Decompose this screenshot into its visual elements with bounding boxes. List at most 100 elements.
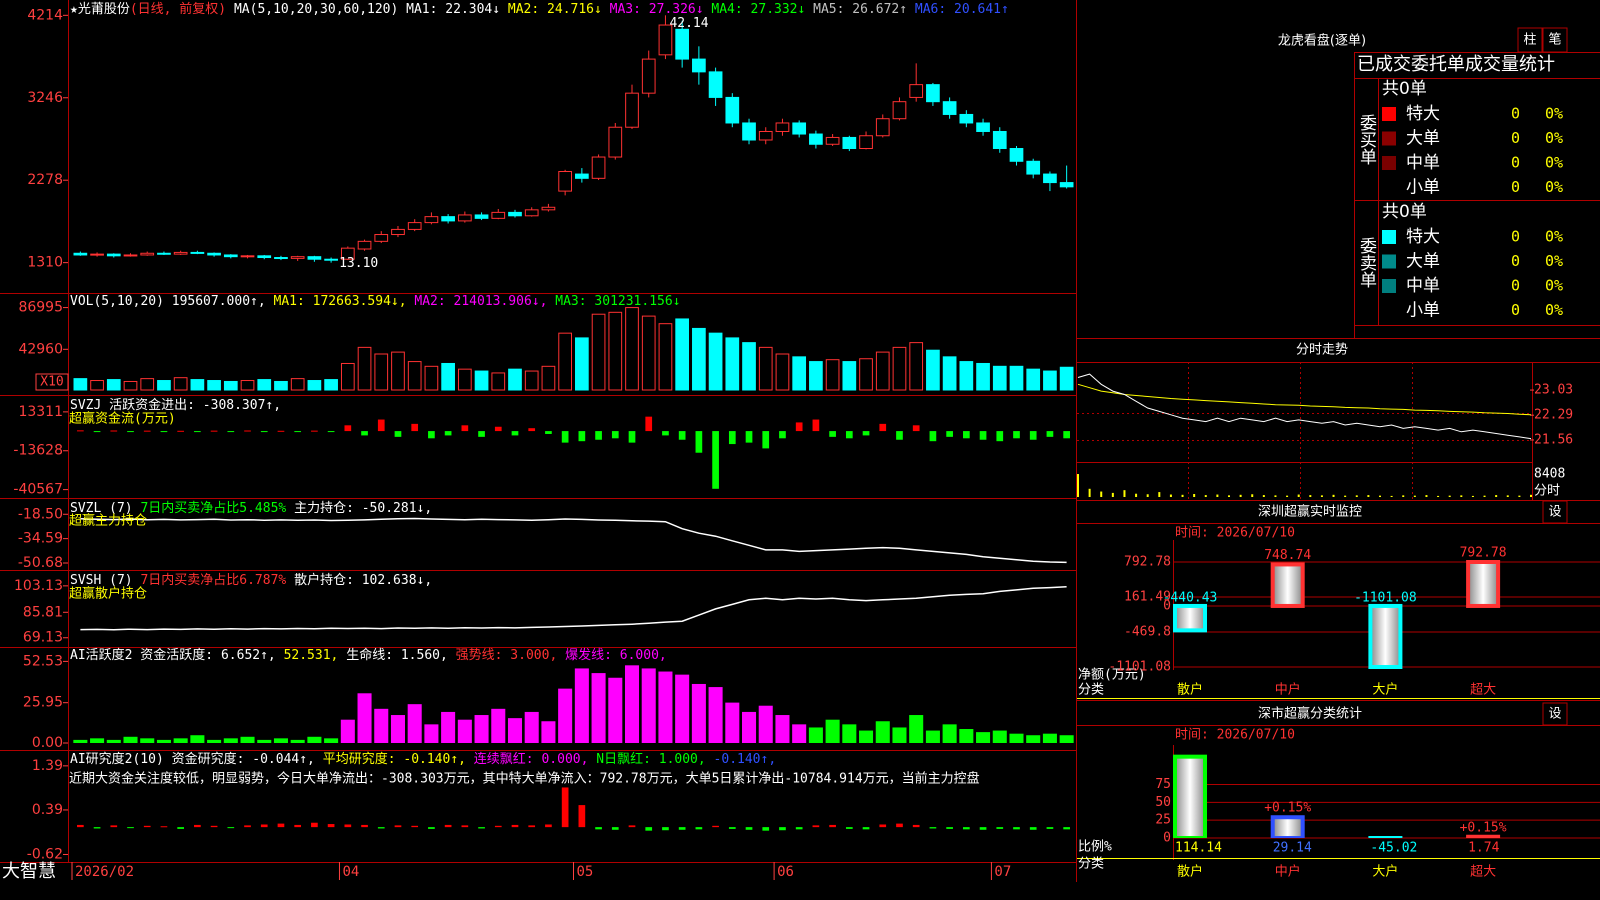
- header-segment: MA(5,10,20,30,60,120): [226, 2, 398, 17]
- candle-body: [290, 256, 305, 259]
- activity-bar: [808, 727, 823, 743]
- header-segment: -0.140↑,: [706, 752, 776, 767]
- volume-bar: [508, 368, 522, 391]
- row-count: 0: [1511, 129, 1520, 147]
- y-tick-label: -34.59: [18, 531, 63, 547]
- y-tick-label: -40567: [13, 482, 63, 498]
- candle-body: [73, 252, 88, 256]
- y-tick-label: 25.95: [23, 695, 63, 711]
- settings-button[interactable]: [1542, 702, 1568, 726]
- y-tick-label: -50.68: [18, 555, 63, 571]
- category-bar: [1270, 815, 1305, 838]
- candle-body: [775, 122, 790, 132]
- volume-bar: [541, 365, 556, 391]
- volume-bar: [190, 379, 205, 391]
- candle-body: [106, 253, 121, 257]
- candle-body: [591, 156, 606, 179]
- candle-body: [842, 136, 857, 150]
- order-total: 共0单: [1382, 202, 1427, 222]
- flow-bar: [929, 827, 937, 829]
- value-label: 1.74: [1468, 841, 1499, 856]
- flow-bar: [712, 431, 719, 489]
- flow-bar: [728, 827, 736, 829]
- candle-body: [407, 222, 422, 230]
- header-segment: 平均研究度: -0.140↑,: [315, 751, 466, 767]
- y-tick-label: 792.78: [1124, 555, 1171, 570]
- activity-bar: [859, 730, 874, 743]
- activity-bar: [925, 730, 940, 743]
- settings-button[interactable]: [1542, 500, 1568, 524]
- volume-bar: [842, 361, 857, 391]
- y-tick-label: 85.81: [23, 604, 63, 620]
- flow-bar: [377, 827, 385, 829]
- content: ★光莆股份(日线, 前复权) MA(5,10,20,30,60,120) MA1…: [2, 1, 1600, 882]
- header-segment: 强势线: 3.000,: [448, 647, 557, 663]
- category-label: 超大: [1470, 865, 1496, 880]
- activity-bar: [73, 739, 88, 743]
- flow-bar: [795, 422, 803, 432]
- activity-bar: [959, 729, 974, 743]
- swatch: [1382, 254, 1396, 269]
- candle-body: [190, 251, 205, 254]
- flow-bar: [845, 431, 853, 439]
- flow-bar: [946, 431, 953, 437]
- flow-bar: [77, 824, 84, 828]
- tab-button[interactable]: [1542, 27, 1568, 53]
- value-label: -45.02: [1370, 841, 1417, 856]
- flow-bar: [127, 827, 134, 829]
- activity-bar: [976, 732, 991, 743]
- activity-bar: [507, 718, 523, 743]
- row-name: 中单: [1406, 276, 1440, 296]
- row-pct: 0%: [1545, 277, 1563, 295]
- volume-bar: [357, 346, 372, 391]
- volume-bar: [942, 356, 957, 391]
- activity-bar: [641, 668, 656, 743]
- y-tick-label: 22.29: [1534, 408, 1573, 423]
- panel-header: ★光莆股份(日线, 前复权) MA(5,10,20,30,60,120) MA1…: [70, 1, 1009, 17]
- flow-bar: [177, 430, 185, 432]
- high-label: 42.14: [669, 16, 708, 31]
- flow-bar: [979, 431, 987, 440]
- activity-bar: [207, 739, 222, 743]
- tab-label[interactable]: 柱: [1523, 33, 1536, 48]
- pct-label: +0.15%: [1460, 820, 1507, 835]
- activity-bar: [324, 738, 339, 743]
- candle-body: [491, 211, 506, 219]
- flow-bar: [779, 431, 786, 439]
- settings-label[interactable]: 设: [1548, 505, 1561, 520]
- x-tick-label: 2026/02: [75, 864, 134, 880]
- flow-bar: [327, 824, 335, 828]
- flow-bar: [511, 431, 519, 436]
- settings-label[interactable]: 设: [1548, 707, 1561, 722]
- avg-line: [1077, 383, 1532, 416]
- flow-bar: [912, 425, 920, 432]
- flow-bar: [127, 431, 134, 433]
- tab-button[interactable]: [1517, 27, 1543, 53]
- candle-body: [608, 126, 623, 158]
- row-name: 小单: [1406, 178, 1440, 198]
- flow-bar: [695, 431, 703, 453]
- row-count: 0: [1511, 154, 1520, 172]
- candle-body: [959, 113, 974, 124]
- tab-label[interactable]: 笔: [1548, 32, 1561, 48]
- y-tick-label: -18.50: [18, 506, 63, 522]
- flow-bar: [561, 431, 569, 443]
- panel-subheader: 近期大资金关注度较低，明显弱势，今日大单净流出：-308.303万元，其中特大单…: [69, 771, 980, 787]
- flow-bar: [695, 827, 703, 830]
- y-tick-label: 0: [1163, 831, 1171, 846]
- flow-bar: [862, 431, 870, 436]
- scale-box: [35, 373, 69, 391]
- flow-bar: [728, 431, 736, 445]
- x-tick-label: 04: [342, 864, 359, 880]
- flow-bar: [578, 431, 586, 442]
- holding-line: [80, 585, 1067, 631]
- holding-line: [80, 517, 1067, 564]
- header-segment: MA2: 24.716↓: [500, 2, 602, 17]
- flow-bar: [795, 827, 803, 830]
- flow-bar: [712, 825, 719, 828]
- flow-bar: [361, 824, 368, 828]
- y-tick-label: 50: [1155, 795, 1171, 810]
- header-segment: MA3: 301231.156↓: [547, 294, 680, 309]
- row-count: 0: [1511, 105, 1520, 123]
- order-total: 共0单: [1382, 79, 1427, 99]
